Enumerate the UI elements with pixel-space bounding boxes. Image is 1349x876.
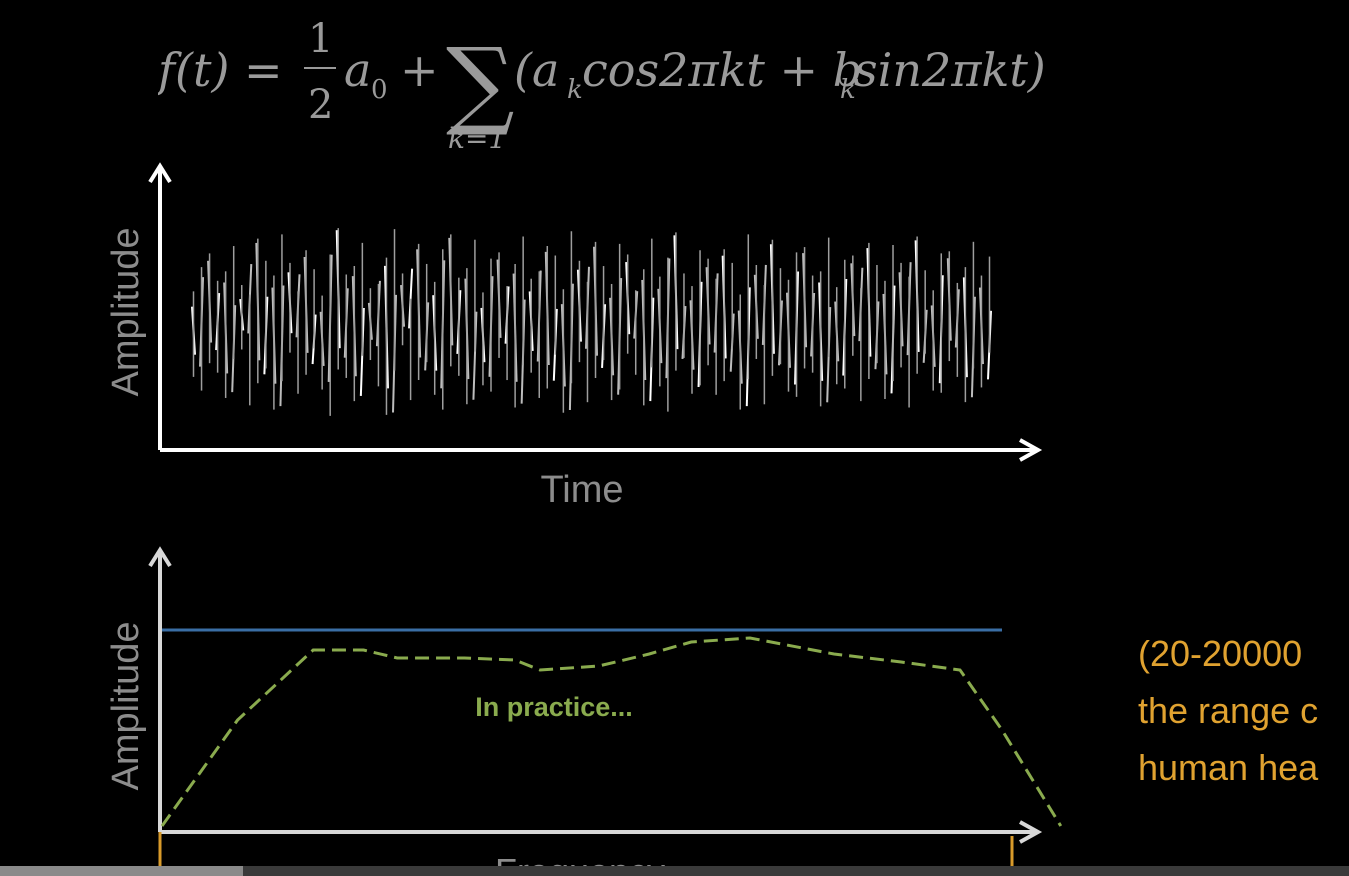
formula-a-sub: 0 bbox=[371, 75, 388, 105]
hearing-range-note: (20-20000 the range c human hea bbox=[1138, 625, 1349, 796]
time-y-label: Amplitude bbox=[105, 228, 147, 397]
formula-term-mid: cos2πkt + b bbox=[582, 43, 862, 97]
fourier-formula: f(t) = 1 2 a 0 + ∞ ∑ k=1 (a k cos2πkt + … bbox=[158, 8, 1046, 155]
note-line-3: human hea bbox=[1138, 747, 1319, 788]
noise-sample bbox=[472, 311, 478, 400]
practice-spectrum-line bbox=[160, 636, 1063, 827]
formula-lhs: f(t) = bbox=[158, 43, 283, 97]
practice-label: In practice... bbox=[475, 692, 633, 722]
note-line-1: (20-20000 bbox=[1138, 633, 1303, 674]
formula-term-sub1: k bbox=[567, 75, 583, 105]
video-progress-fill[interactable] bbox=[0, 866, 243, 876]
formula-frac-num: 1 bbox=[308, 16, 333, 62]
frequency-chart: In practice... Amplitude Frequency bbox=[105, 546, 1063, 876]
formula-term-open: (a bbox=[514, 43, 559, 97]
formula-plus: + bbox=[400, 43, 439, 97]
noise-sample bbox=[408, 268, 414, 329]
formula-sum-lower: k=1 bbox=[448, 122, 506, 155]
formula-sum-symbol: ∑ bbox=[446, 27, 515, 139]
time-x-label: Time bbox=[540, 469, 623, 511]
time-chart: Amplitude Time bbox=[105, 162, 1043, 511]
formula-sum-upper: ∞ bbox=[464, 8, 487, 17]
freq-x-arrowhead bbox=[1019, 820, 1043, 844]
formula-term-sub2: k bbox=[840, 75, 856, 105]
formula-a: a bbox=[344, 43, 371, 97]
freq-y-label: Amplitude bbox=[105, 622, 147, 791]
formula-term-end: sin2πkt) bbox=[854, 43, 1046, 97]
formula-frac-den: 2 bbox=[308, 82, 333, 128]
noise-waveform bbox=[191, 228, 992, 416]
time-x-arrowhead bbox=[1019, 438, 1043, 462]
time-y-arrowhead bbox=[148, 162, 172, 184]
video-progress-track[interactable] bbox=[0, 866, 1349, 876]
note-line-2: the range c bbox=[1138, 690, 1319, 731]
freq-y-arrowhead bbox=[148, 546, 172, 568]
